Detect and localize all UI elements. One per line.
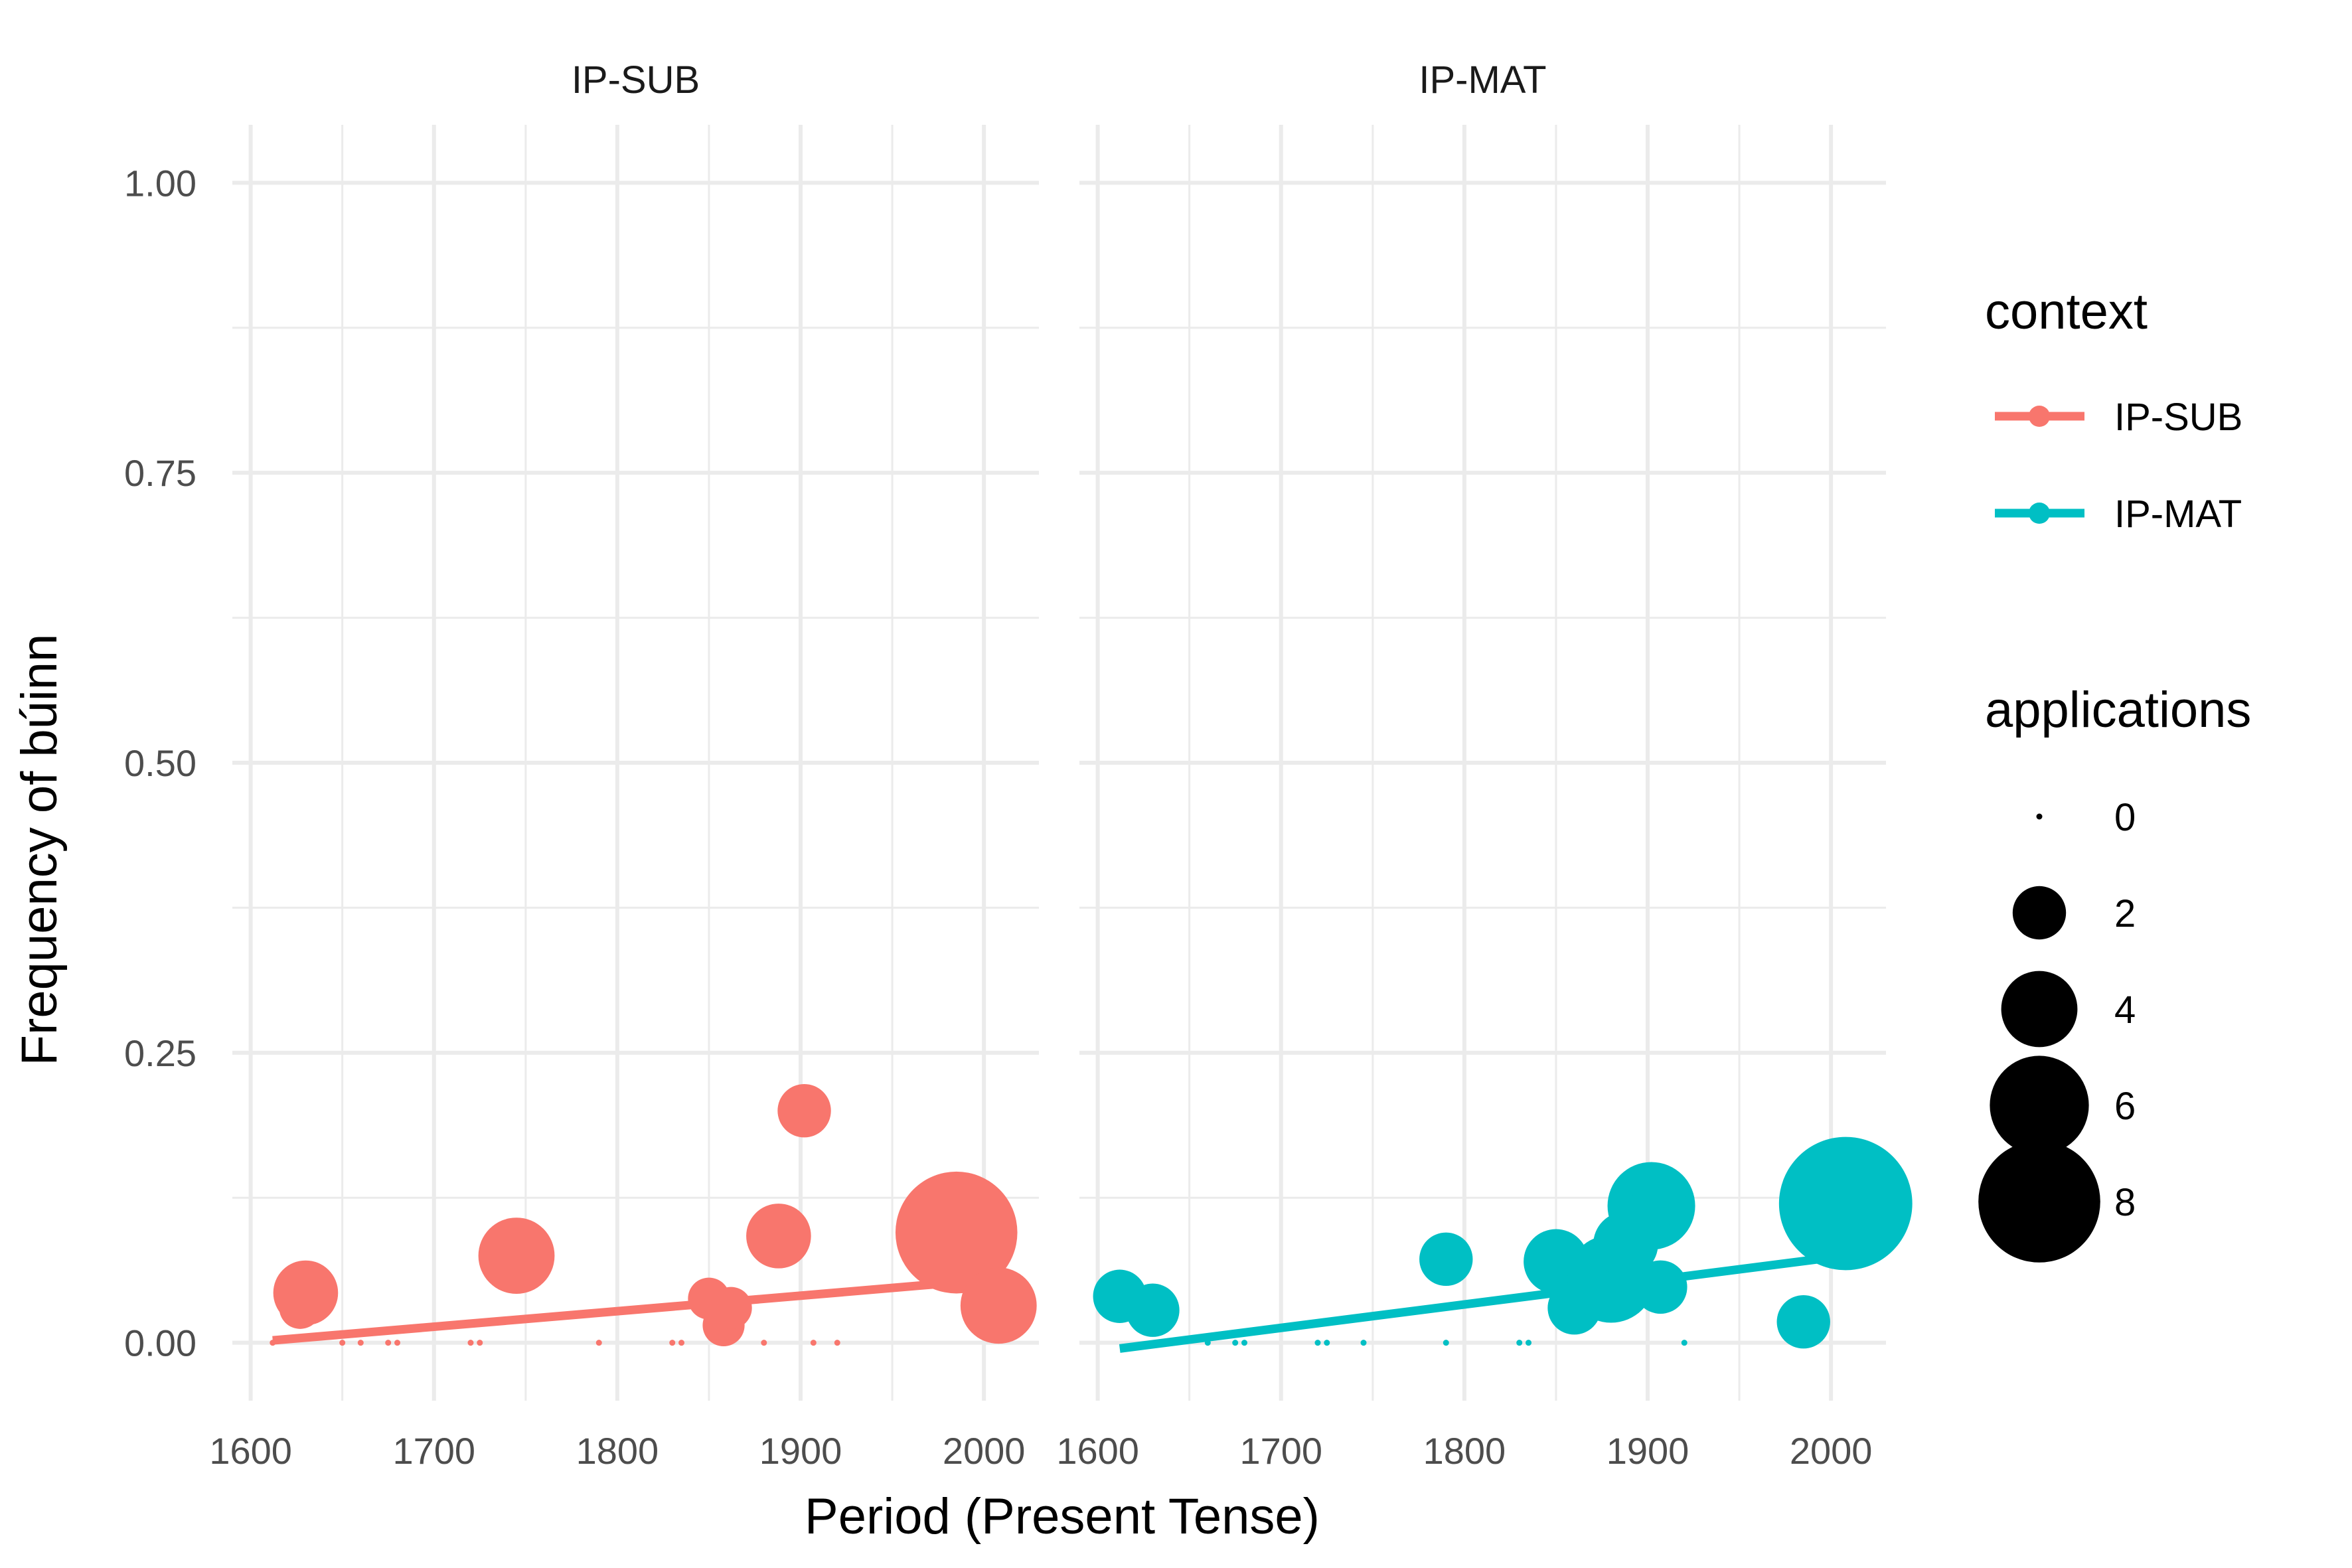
legend-size-label: 2 <box>2114 892 2136 935</box>
data-point <box>273 1260 339 1326</box>
data-point <box>1204 1340 1211 1346</box>
legend-color-title: context <box>1985 283 2148 340</box>
data-point <box>595 1340 602 1346</box>
data-point <box>834 1340 840 1346</box>
data-point <box>1526 1340 1532 1346</box>
x-tick-label: 1700 <box>392 1430 475 1472</box>
facet-strip-label: IP-SUB <box>572 58 700 102</box>
facet-panel-ip-sub: IP-SUB 1600 1700 1800 1900 2000 0.00 0.25 0.50 0.… <box>124 58 1039 1472</box>
data-point <box>394 1340 401 1346</box>
legend-size-point <box>2036 813 2043 820</box>
data-point <box>761 1340 767 1346</box>
data-point <box>746 1204 811 1269</box>
y-tick-label: 0.00 <box>124 1322 196 1364</box>
y-axis-title: Frequency of búinn <box>11 634 68 1066</box>
x-tick-label: 1900 <box>759 1430 842 1472</box>
data-point <box>270 1340 276 1346</box>
legend-size-label: 4 <box>2114 988 2136 1032</box>
data-point <box>895 1171 1018 1294</box>
x-tick-label: 2000 <box>943 1430 1026 1472</box>
data-point <box>467 1340 474 1346</box>
x-tick-label: 1900 <box>1607 1430 1689 1472</box>
legend-size-label: 8 <box>2114 1181 2136 1224</box>
legend-color-entry: IP-SUB <box>1995 396 2242 439</box>
data-point <box>1443 1340 1449 1346</box>
data-point <box>478 1217 555 1294</box>
data-point <box>1360 1340 1367 1346</box>
data-point <box>678 1340 685 1346</box>
x-tick-label: 1700 <box>1239 1430 1322 1472</box>
legend-color-point <box>2029 406 2050 427</box>
x-tick-label: 1800 <box>576 1430 659 1472</box>
legend-color-label: IP-SUB <box>2114 396 2242 439</box>
data-point <box>1241 1340 1248 1346</box>
facet-panels: IP-SUB 1600 1700 1800 1900 2000 0.00 0.25 0.50 0.… <box>124 58 1913 1472</box>
x-tick-label: 1800 <box>1423 1430 1506 1472</box>
x-tick-label: 1600 <box>209 1430 292 1472</box>
data-point <box>1232 1340 1239 1346</box>
data-point <box>1126 1283 1180 1337</box>
data-point <box>1776 1294 1830 1349</box>
data-point <box>357 1340 364 1346</box>
data-point <box>1778 1137 1913 1271</box>
legend-color-label: IP-MAT <box>2114 493 2242 536</box>
x-tick-label: 1600 <box>1056 1430 1139 1472</box>
legend-size-point <box>2001 971 2078 1048</box>
data-point <box>710 1287 752 1329</box>
legend-size-point <box>1990 1056 2089 1155</box>
x-axis-title: Period (Present Tense) <box>805 1488 1320 1545</box>
data-point <box>477 1340 483 1346</box>
legend-size-label: 0 <box>2114 796 2136 839</box>
x-tick-label: 2000 <box>1790 1430 1873 1472</box>
facet-panel-ip-mat: IP-MAT 1600 1700 1800 1900 2000 <box>1056 58 1913 1472</box>
legend-size-entries: 0 2 4 6 8 <box>1978 796 2136 1263</box>
data-point <box>777 1083 831 1138</box>
legend-size-label: 6 <box>2114 1085 2136 1128</box>
data-point <box>339 1340 346 1346</box>
data-point <box>1516 1340 1523 1346</box>
legend: context IP-SUB IP-MAT applications 0 2 4 6 8 <box>1978 283 2251 1263</box>
y-tick-label: 0.25 <box>124 1032 196 1074</box>
y-tick-label: 1.00 <box>124 162 196 204</box>
legend-size-point <box>1978 1140 2100 1263</box>
legend-color-point <box>2029 503 2050 524</box>
data-point <box>1681 1340 1687 1346</box>
data-point <box>1324 1340 1330 1346</box>
data-point <box>1419 1232 1473 1287</box>
facet-strip-label: IP-MAT <box>1419 58 1546 102</box>
y-tick-label: 0.50 <box>124 742 196 784</box>
data-point <box>669 1340 676 1346</box>
data-point <box>385 1340 392 1346</box>
legend-size-title: applications <box>1985 682 2251 738</box>
data-point <box>1634 1260 1687 1314</box>
data-point <box>1314 1340 1321 1346</box>
data-point <box>810 1340 817 1346</box>
y-tick-label: 0.75 <box>124 452 196 494</box>
trend-line-ip-sub <box>272 1275 999 1345</box>
trend-line-ip-mat <box>1119 1251 1847 1353</box>
data-point <box>960 1267 1037 1344</box>
legend-size-point <box>2012 886 2067 940</box>
data-point <box>1632 1173 1686 1227</box>
legend-color-entry: IP-MAT <box>1995 493 2242 536</box>
